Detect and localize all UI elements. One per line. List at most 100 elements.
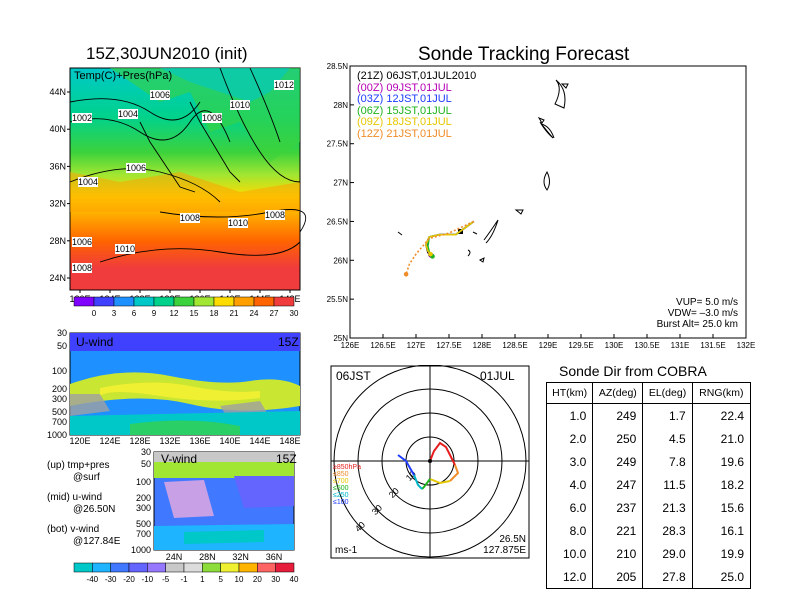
track-landing-point: [428, 251, 433, 257]
colorbar-tick-label: 30: [271, 575, 280, 584]
colorbar-tick-label: -10: [142, 575, 154, 584]
isobar-label: 1006: [72, 237, 93, 247]
y-tick-label: 500: [136, 519, 151, 529]
isobar-label: 1008: [180, 213, 201, 223]
isobar-label: 1008: [72, 263, 93, 273]
table-cell: 12.0: [545, 565, 594, 589]
colorbar-swatch: [173, 296, 195, 307]
note-mid-line1: (mid) u-wind: [47, 492, 103, 503]
table-row: 8.0 221 28.3 16.1: [545, 519, 752, 542]
x-tick-label: 120E: [69, 436, 90, 444]
hodograph-left-label: 06JST: [336, 369, 371, 383]
isobar-label: 1006: [126, 163, 147, 173]
note-bot: (bot) v-wind @127.84E: [47, 524, 120, 548]
ring-label: 40: [353, 520, 367, 534]
isobar-label: 1008: [202, 113, 223, 123]
x-tick-label: 28N: [199, 552, 216, 562]
table-cell: 16.1: [691, 519, 752, 542]
y-tick-label: 30: [57, 328, 67, 338]
isobar-label: 1006: [150, 90, 171, 100]
y-tick-label: 32N: [49, 199, 66, 209]
y-tick-label: 50: [57, 341, 67, 351]
hodo-legend-item: ≤100: [333, 499, 349, 506]
ring-label: 20: [387, 486, 401, 500]
y-tick-label: 1000: [131, 545, 151, 555]
colorbar-tick-label: -30: [105, 575, 117, 584]
hodo-legend-item: ≥850hPa: [333, 464, 361, 471]
hodograph-legend: ≥850hPa ≤850 ≤700 ≤500 ≤250 ≤100: [333, 464, 361, 506]
hodo-legend-item: ≤500: [333, 485, 349, 492]
colorbar-tick-label: 10: [235, 575, 244, 584]
colorbar-swatch: [153, 296, 175, 307]
vdw-note: VDW= –3.0 m/s: [667, 308, 738, 319]
hodo-legend-item: ≤700: [333, 478, 349, 485]
colorbar-tick-label: 0: [92, 309, 97, 318]
colorbar-swatch: [238, 562, 258, 573]
note-mid-line2: @26.50N: [73, 504, 116, 515]
table-cell: 7.8: [642, 450, 693, 473]
colorbar-tick-label: -5: [162, 575, 170, 584]
table-row: 4.0 247 11.5 18.2: [545, 473, 752, 496]
legend-item: (00Z) 09JST,01JUL: [357, 81, 452, 94]
colorbar-tick-label: 30: [290, 309, 299, 318]
note-up: (up) tmp+pres @surf: [47, 460, 110, 484]
hodograph-location: 26.5N 127.875E: [460, 534, 526, 556]
y-tick-label: 200: [136, 493, 151, 503]
table-cell: 6.0: [545, 496, 594, 519]
table-cell: 21.0: [691, 427, 752, 450]
colorbar-tick-label: -1: [180, 575, 188, 584]
surface-map-title: 15Z,30JUN2010 (init): [86, 44, 248, 63]
track-series-line: [425, 220, 475, 255]
colorbar-tick-label: 15: [190, 309, 199, 318]
x-tick-label: 131.5E: [700, 341, 725, 350]
table-cell: 247: [592, 473, 644, 496]
colorbar-tick-label: 12: [170, 309, 179, 318]
isobar-label: 1012: [274, 80, 295, 90]
colorbar-tick-label: 5: [218, 575, 223, 584]
hodo-legend-item: ≤850: [333, 471, 349, 478]
x-tick-label: 24N: [166, 552, 183, 562]
colorbar-swatch: [220, 562, 240, 573]
colorbar-swatch: [193, 296, 215, 307]
col-header: RNG(km): [691, 382, 752, 404]
table-row: 10.0 210 29.0 19.9: [545, 542, 752, 565]
table-cell: 19.6: [691, 450, 752, 473]
table-cell: 2.0: [545, 427, 594, 450]
y-tick-label: 40N: [49, 124, 66, 134]
temperature-colorbar: 0 3 6 9 12 15 18 21 24 27 30: [73, 296, 299, 318]
table-cell: 22.4: [691, 403, 752, 427]
v-wind-colorbar: -40 -30 -20 -10 -5 -1 1 5 10 20 30 40: [73, 562, 299, 584]
colorbar-swatch: [93, 296, 115, 307]
track-title: Sonde Tracking Forecast: [418, 44, 630, 65]
x-tick-label: 128E: [473, 341, 492, 350]
legend-item: (12Z) 21JST,01JUL: [357, 127, 452, 140]
v-wind-annotation: V-wind: [161, 452, 198, 466]
table-cell: 250: [592, 427, 644, 450]
sonde-dir-table: HT(km) AZ(deg) EL(deg) RNG(km) 1.0 249 1.7…: [545, 382, 752, 589]
table-row: 12.0 205 27.8 25.0: [545, 565, 752, 589]
colorbar-swatch: [213, 296, 235, 307]
table-cell: 21.3: [642, 496, 693, 519]
colorbar-swatch: [233, 296, 255, 307]
y-tick-label: 28N: [49, 236, 66, 246]
table-cell: 3.0: [545, 450, 594, 473]
sonde-dir-title: Sonde Dir from COBRA: [559, 363, 707, 379]
note-bot-line1: (bot) v-wind: [47, 524, 100, 535]
isobar-label: 1004: [78, 177, 99, 187]
ring-label: 10: [404, 469, 418, 483]
y-tick-label: 44N: [49, 87, 66, 97]
x-tick-label: 127E: [407, 341, 426, 350]
x-tick-label: 126.5E: [370, 341, 395, 350]
table-cell: 28.3: [642, 519, 693, 542]
y-tick-label: 30: [141, 447, 151, 457]
table-cell: 27.8: [642, 565, 693, 589]
colorbar-tick-label: 40: [290, 575, 299, 584]
colorbar-swatch: [92, 562, 111, 573]
colorbar-tick-label: 1: [200, 575, 205, 584]
note-mid: (mid) u-wind @26.50N: [47, 492, 115, 516]
x-tick-label: 140E: [219, 436, 240, 444]
note-up-line1: (up) tmp+pres: [47, 460, 110, 471]
vup-note: VUP= 5.0 m/s: [676, 297, 738, 308]
legend-item: (03Z) 12JST,01JUL: [357, 93, 452, 105]
